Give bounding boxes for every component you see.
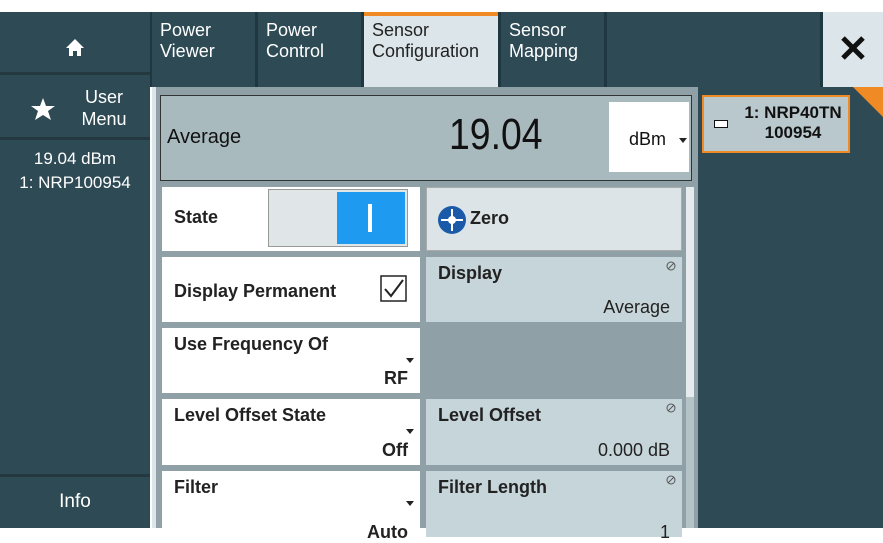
sensor-panel xyxy=(698,87,883,528)
state-label: State xyxy=(174,207,219,227)
dropdown-arrow xyxy=(406,358,414,363)
close-button[interactable] xyxy=(823,12,883,87)
corner-marker xyxy=(853,87,883,117)
status-sensor: 1: NRP100954 xyxy=(19,173,131,192)
display-label: Display xyxy=(438,263,503,283)
level-offset-value: 0.000 dB xyxy=(597,440,670,460)
sensor-serial: 100954 xyxy=(764,123,822,142)
tab[interactable]: Sensor Mapping xyxy=(501,12,604,87)
use-frequency-label: Use Frequency Of xyxy=(174,334,329,354)
display-permanent-cell[interactable]: Display Permanent xyxy=(162,257,420,322)
display-cell: Display Average xyxy=(426,257,682,322)
sensor-box[interactable]: 1: NRP40TN 100954 xyxy=(702,95,850,153)
filter-length-label: Filter Length xyxy=(438,477,547,497)
state-cell: State xyxy=(162,187,420,251)
dropdown-arrow xyxy=(406,501,414,506)
screen: User Menu 19.04 dBm 1: NRP100954 Info Po… xyxy=(0,12,883,542)
level-offset-label: Level Offset xyxy=(438,405,542,425)
home-button[interactable] xyxy=(0,12,150,75)
sensor-name: 1: NRP40TN xyxy=(744,103,842,122)
measurement-header: Average 19.04 dBm xyxy=(160,95,692,181)
lock-icon xyxy=(666,261,676,271)
tab[interactable]: Power Control xyxy=(258,12,361,87)
filter-value: Auto xyxy=(367,522,408,542)
checkbox[interactable] xyxy=(380,275,408,303)
use-frequency-value: RF xyxy=(384,368,408,388)
scrollbar-thumb[interactable] xyxy=(686,187,694,397)
zero-button[interactable]: Zero xyxy=(426,187,682,251)
tab[interactable]: Power Viewer xyxy=(152,12,255,87)
level-offset-cell: Level Offset 0.000 dB xyxy=(426,399,682,465)
filter-cell[interactable]: Filter Auto xyxy=(162,471,420,542)
tab-active[interactable]: Sensor Configuration xyxy=(364,12,498,87)
measurement-label: Average xyxy=(167,126,242,148)
level-offset-state-label: Level Offset State xyxy=(174,405,327,425)
filter-label: Filter xyxy=(174,477,219,497)
measurement-value: 19.04 xyxy=(449,110,543,159)
close-icon xyxy=(841,36,865,60)
level-offset-state-value: Off xyxy=(382,440,408,460)
info-button[interactable]: Info xyxy=(0,474,150,528)
zero-label: Zero xyxy=(470,208,510,228)
filter-length-cell: Filter Length 1 xyxy=(426,471,682,542)
state-toggle[interactable] xyxy=(268,189,408,247)
level-offset-state-cell[interactable]: Level Offset State Off xyxy=(162,399,420,465)
star-icon xyxy=(31,98,55,120)
user-menu-label: User Menu xyxy=(81,87,127,129)
dropdown-arrow xyxy=(406,429,414,434)
user-menu-button[interactable]: User Menu xyxy=(0,78,150,140)
lock-icon xyxy=(666,475,676,485)
filter-length-value: 1 xyxy=(659,522,670,542)
lock-icon xyxy=(666,403,676,413)
display-value: Average xyxy=(603,297,670,317)
unit-label: dBm xyxy=(629,129,667,149)
unit-dropdown[interactable]: dBm xyxy=(609,102,689,172)
home-icon xyxy=(66,39,84,56)
display-permanent-label: Display Permanent xyxy=(174,281,337,301)
status-level: 19.04 dBm xyxy=(33,149,117,168)
tab-empty xyxy=(607,12,820,87)
zero-icon xyxy=(438,206,466,234)
use-frequency-cell[interactable]: Use Frequency Of RF xyxy=(162,328,420,393)
